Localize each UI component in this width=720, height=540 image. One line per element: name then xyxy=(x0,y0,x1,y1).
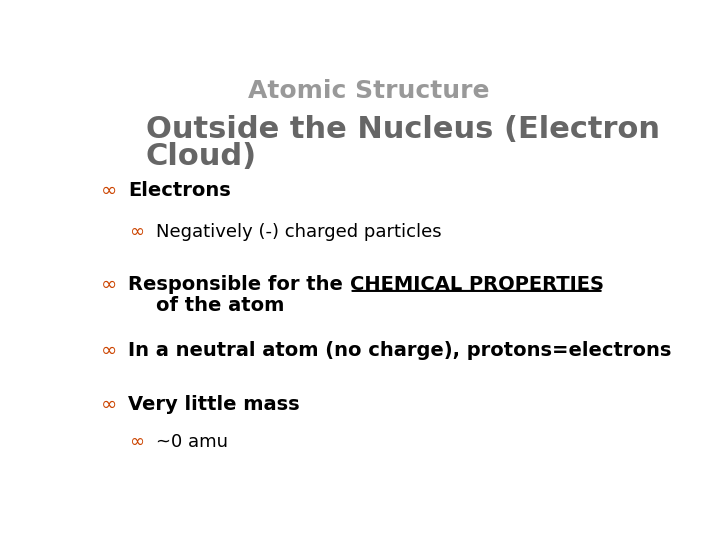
Text: Responsible for the: Responsible for the xyxy=(128,275,350,294)
Text: In a neutral atom (no charge), protons=electrons: In a neutral atom (no charge), protons=e… xyxy=(128,341,671,360)
Text: ∞: ∞ xyxy=(101,341,117,360)
FancyBboxPatch shape xyxy=(84,60,654,485)
Text: Electrons: Electrons xyxy=(128,181,230,200)
Text: Atomic Structure: Atomic Structure xyxy=(248,79,490,103)
Text: of the atom: of the atom xyxy=(156,296,284,315)
Text: ∞: ∞ xyxy=(101,181,117,200)
Text: Very little mass: Very little mass xyxy=(128,395,300,414)
Text: ∞: ∞ xyxy=(101,395,117,414)
Text: CHEMICAL PROPERTIES: CHEMICAL PROPERTIES xyxy=(350,275,603,294)
Text: Negatively (-) charged particles: Negatively (-) charged particles xyxy=(156,223,441,241)
Text: ∞: ∞ xyxy=(129,223,144,241)
Text: Cloud): Cloud) xyxy=(145,141,257,171)
Text: ∞: ∞ xyxy=(101,275,117,294)
Text: ∞: ∞ xyxy=(129,433,144,451)
Text: ~0 amu: ~0 amu xyxy=(156,433,228,451)
Text: Outside the Nucleus (Electron: Outside the Nucleus (Electron xyxy=(145,114,660,144)
